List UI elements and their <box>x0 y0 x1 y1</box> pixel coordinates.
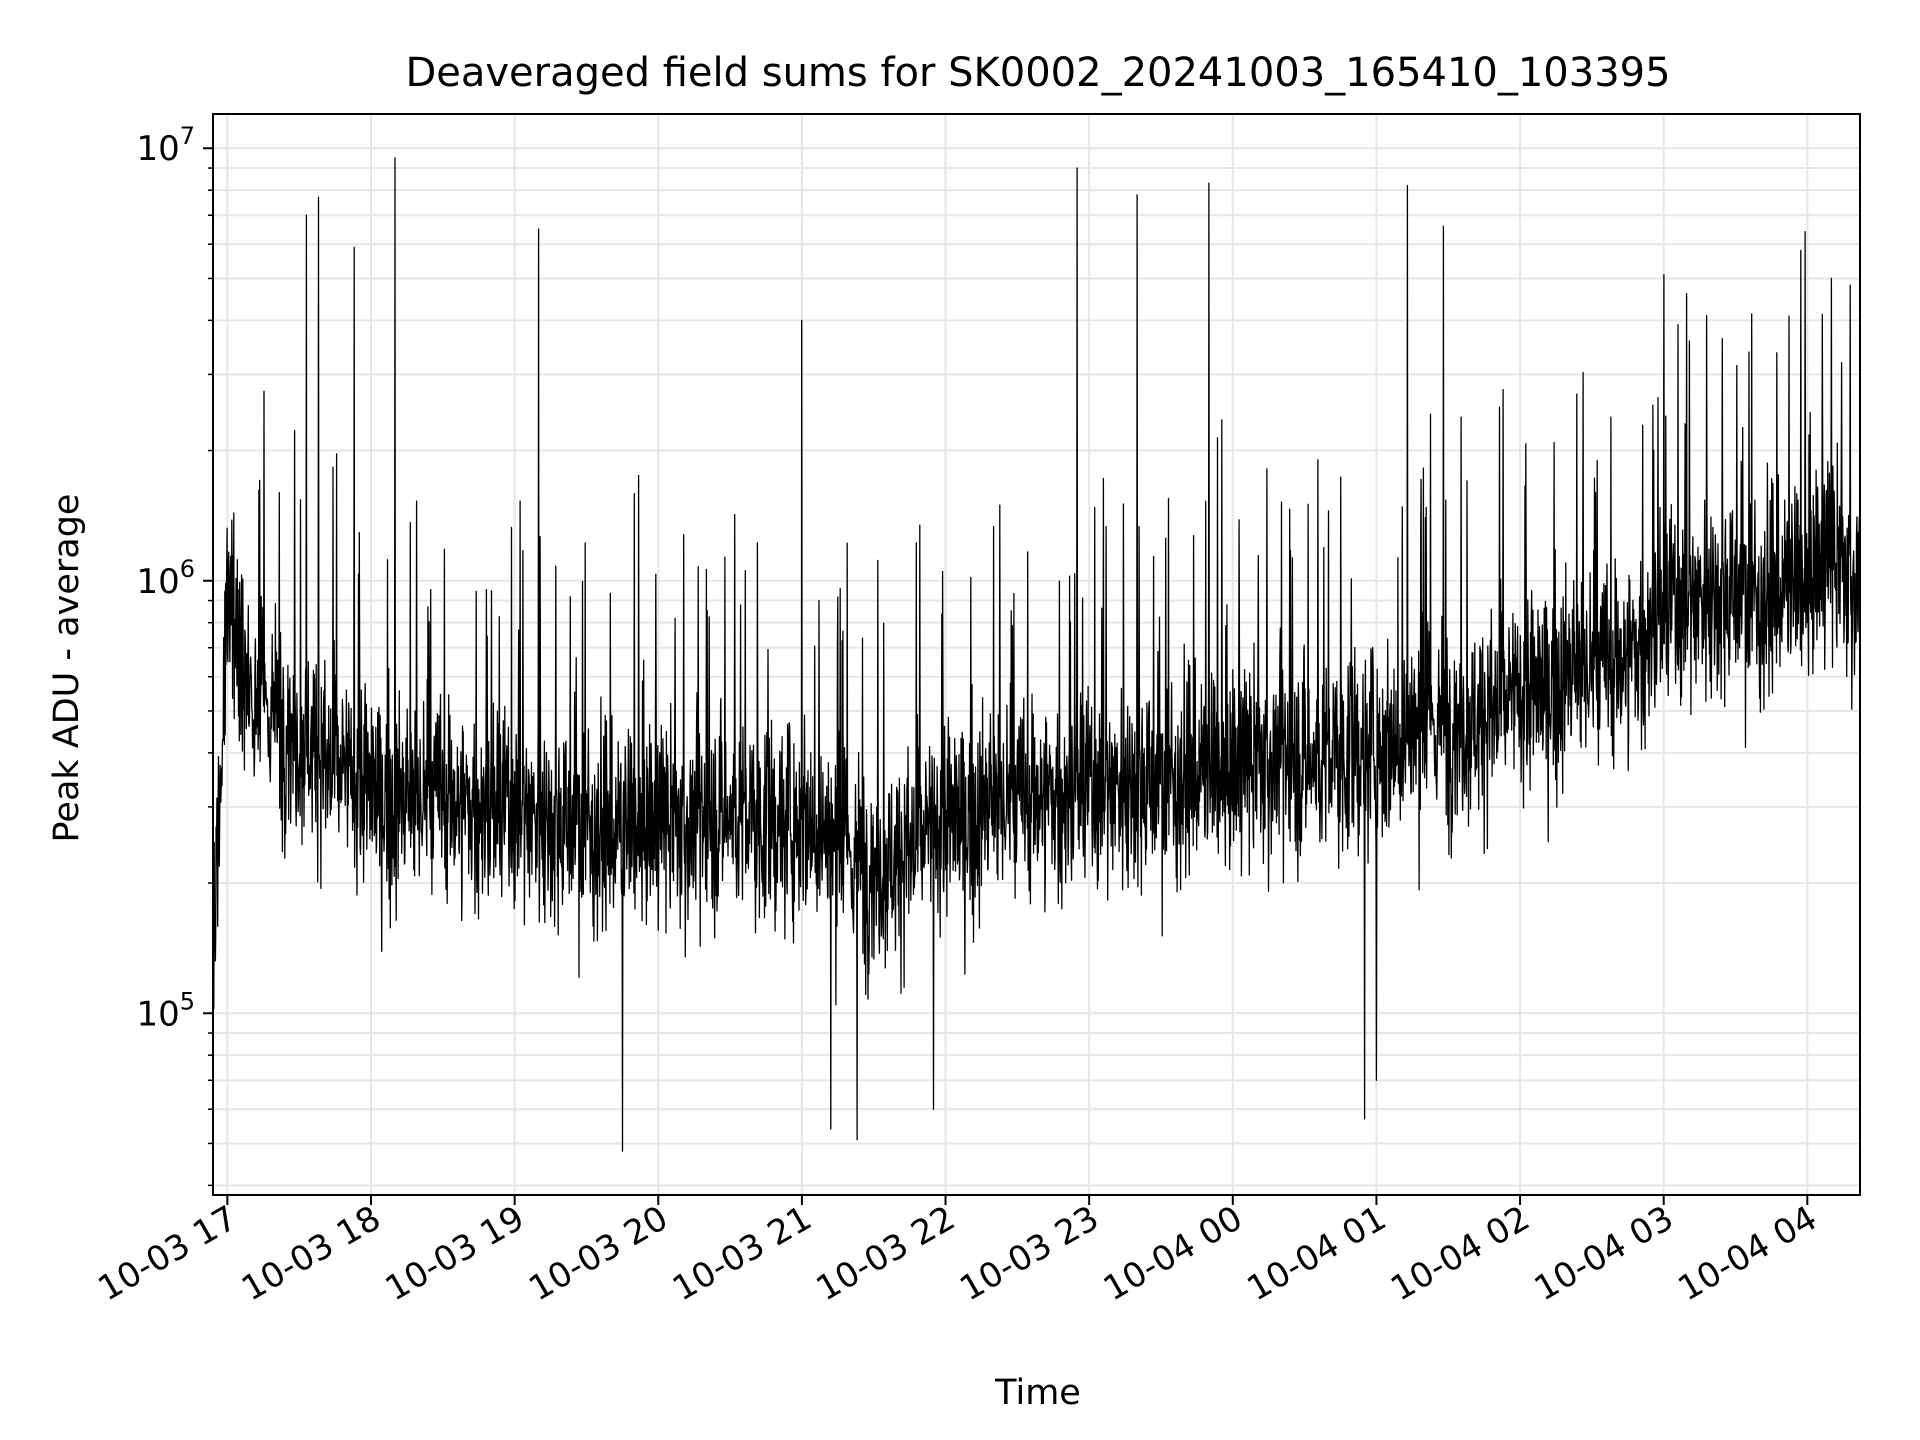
x-axis-label: Time <box>994 1373 1081 1413</box>
x-tick-label: 10-04 01 <box>1241 1198 1393 1309</box>
y-tick-label: 106 <box>136 555 195 602</box>
x-tick-label: 10-03 19 <box>379 1198 531 1309</box>
y-axis-label: Peak ADU - average <box>47 494 87 843</box>
x-tick-label: 10-04 04 <box>1671 1198 1823 1309</box>
chart-title: Deaveraged field sums for SK0002_2024100… <box>405 50 1670 96</box>
x-tick-label: 10-03 17 <box>91 1198 243 1309</box>
y-tick-label: 105 <box>136 987 195 1034</box>
x-tick-label: 10-03 22 <box>810 1198 962 1309</box>
plot-frame <box>212 113 1861 1196</box>
data-series <box>212 157 1861 1152</box>
x-tick-label: 10-03 20 <box>522 1198 674 1309</box>
x-tick-label: 10-04 00 <box>1097 1198 1249 1309</box>
series-line <box>212 157 1861 1152</box>
x-tick-label: 10-04 03 <box>1528 1198 1680 1309</box>
x-tick-label: 10-03 21 <box>666 1198 818 1309</box>
x-tick-label: 10-03 18 <box>235 1198 387 1309</box>
x-tick-label: 10-04 02 <box>1384 1198 1536 1309</box>
y-tick-exponent: 6 <box>180 555 195 583</box>
x-tick-label: 10-03 23 <box>953 1198 1105 1309</box>
y-tick-exponent: 7 <box>180 122 195 150</box>
y-tick-label: 107 <box>136 122 195 169</box>
y-tick-exponent: 5 <box>180 987 195 1015</box>
